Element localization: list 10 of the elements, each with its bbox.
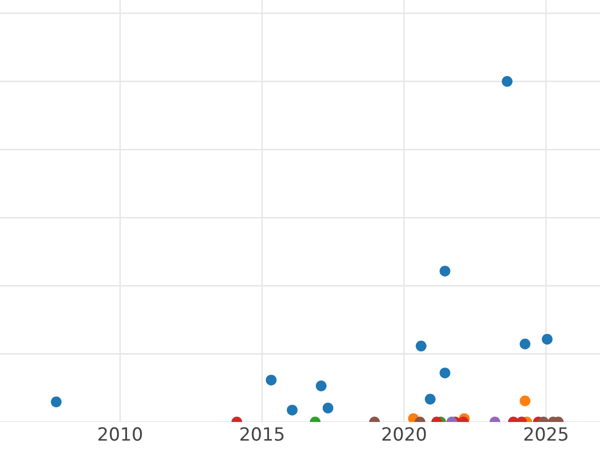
x-tick-label: 2025 — [524, 427, 568, 441]
point — [440, 368, 450, 378]
point — [542, 334, 553, 345]
x-tick-label: 2020 — [382, 427, 426, 441]
x-tick-label: 2015 — [240, 427, 284, 441]
x-tick-label: 2010 — [98, 427, 142, 441]
point — [266, 374, 277, 386]
point — [316, 380, 327, 392]
point — [416, 340, 426, 352]
point — [520, 338, 530, 350]
